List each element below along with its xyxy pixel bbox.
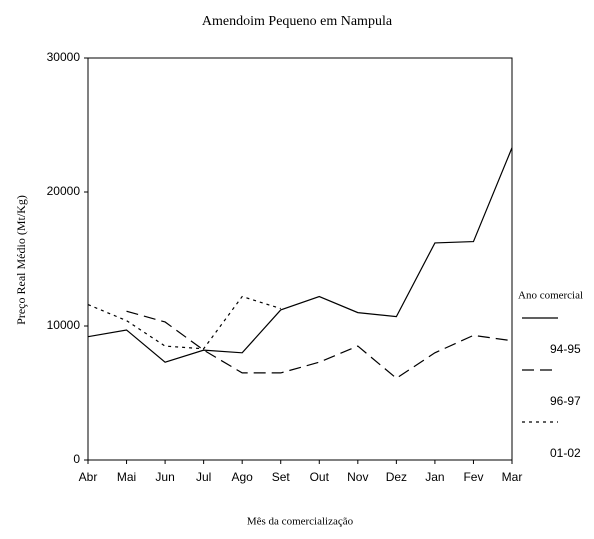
x-tick-label: Fev: [463, 470, 483, 484]
x-tick-label: Abr: [79, 470, 98, 484]
x-tick-label: Jun: [155, 470, 174, 484]
y-axis-label: Preço Real Médio (Mt/Kg): [14, 195, 28, 325]
x-tick-label: Jul: [196, 470, 211, 484]
x-tick-label: Out: [310, 470, 330, 484]
chart-title: Amendoim Pequeno em Nampula: [202, 14, 393, 29]
y-tick-label: 0: [73, 452, 80, 466]
x-axis-label: Mês da comercialização: [247, 516, 354, 528]
y-tick-label: 10000: [47, 318, 81, 332]
legend-label: 01-02: [550, 446, 581, 460]
plot-frame: [87, 57, 513, 461]
x-tick-label: Nov: [347, 470, 368, 484]
legend-title: Ano comercial: [518, 290, 583, 302]
legend-label: 96-97: [550, 394, 581, 408]
x-tick-label: Mai: [117, 470, 136, 484]
x-tick-label: Dez: [386, 470, 407, 484]
line-series: [126, 310, 513, 380]
line-series: [87, 295, 281, 350]
x-tick-label: Set: [272, 470, 291, 484]
x-tick-label: Mar: [502, 470, 523, 484]
x-tick-label: Jan: [425, 470, 444, 484]
y-tick-label: 20000: [47, 184, 81, 198]
line-series: [87, 147, 513, 363]
x-tick-label: Ago: [232, 470, 254, 484]
y-tick-label: 30000: [47, 50, 81, 64]
legend-label: 94-95: [550, 342, 581, 356]
